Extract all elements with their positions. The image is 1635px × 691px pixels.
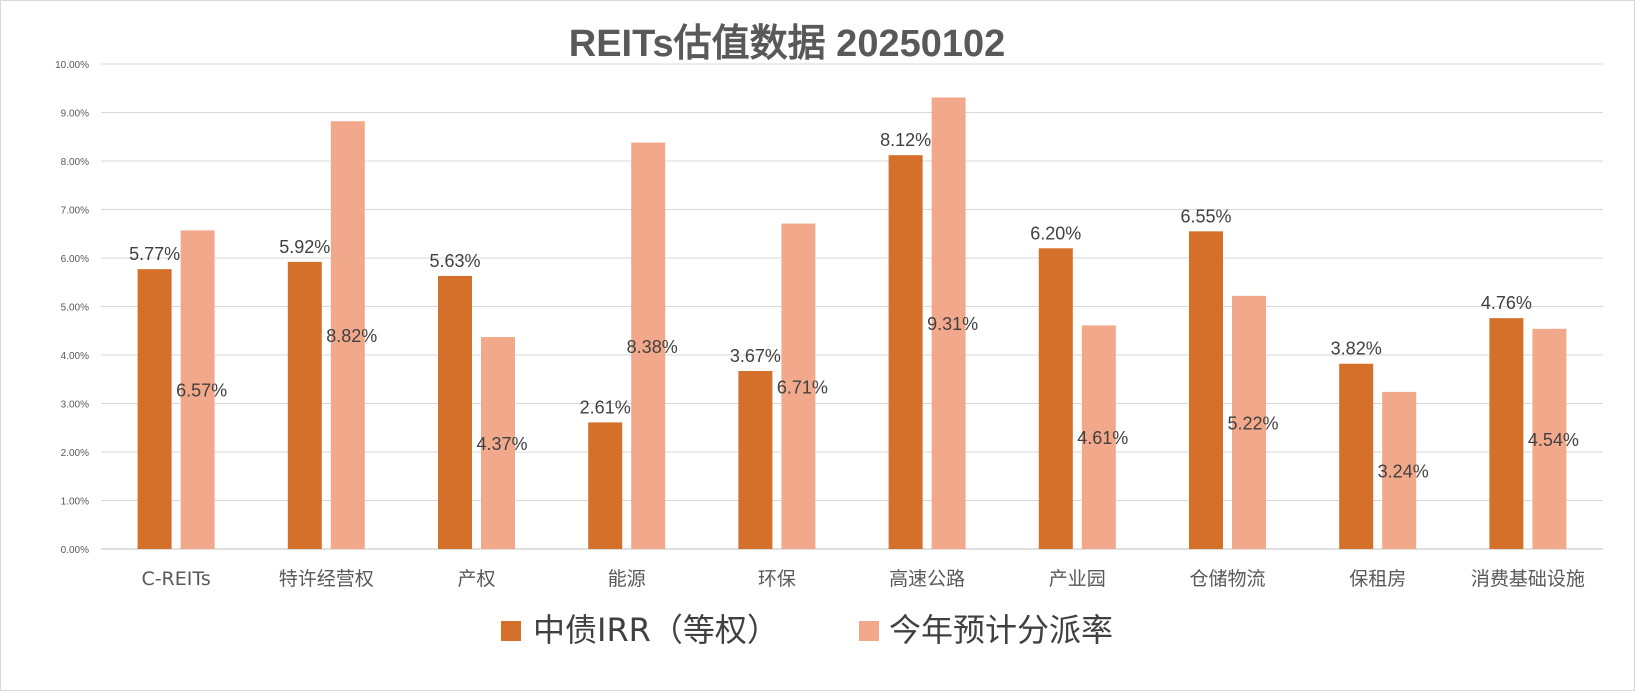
x-category-label: 能源: [608, 568, 646, 590]
bar: [888, 155, 923, 549]
data-label: 5.77%: [129, 244, 180, 264]
bars: [137, 97, 1567, 550]
legend-swatch-distribution: [859, 621, 879, 641]
bar: [588, 422, 623, 549]
x-category-label: 仓储物流: [1189, 568, 1265, 590]
x-category-label: 产业园: [1049, 568, 1106, 590]
y-tick-label: 7.00%: [61, 206, 89, 217]
x-category-label: 特许经营权: [279, 568, 374, 590]
bar: [1232, 295, 1266, 549]
y-tick-label: 10.00%: [55, 60, 89, 71]
data-label: 3.67%: [730, 346, 781, 366]
bar: [781, 223, 816, 549]
bar: [931, 97, 966, 549]
legend-swatch-irr: [501, 621, 521, 641]
x-axis-categories: C-REITs 特许经营权 产权 能源 环保 高速公路 产业园 仓储物流 保租房 消费基础设施: [141, 568, 1584, 590]
data-label: 2.61%: [580, 397, 631, 417]
bar: [438, 275, 472, 549]
data-label: 4.76%: [1481, 293, 1532, 313]
data-label: 6.20%: [1030, 223, 1081, 243]
bar: [137, 269, 172, 549]
data-label: 6.71%: [777, 377, 828, 397]
data-label: 6.55%: [1180, 206, 1231, 226]
x-category-label: 高速公路: [889, 568, 965, 590]
data-label: 6.57%: [176, 381, 227, 401]
y-tick-label: 3.00%: [61, 400, 89, 411]
data-label: 8.12%: [880, 130, 931, 150]
data-label: 5.22%: [1227, 413, 1278, 433]
bar: [330, 121, 365, 549]
bar: [180, 230, 215, 550]
y-tick-label: 9.00%: [61, 109, 89, 120]
x-category-label: 保租房: [1349, 568, 1406, 590]
y-axis-ticks: 0.00% 1.00% 2.00% 3.00% 4.00% 5.00% 6.00% 7.00%…: [55, 60, 89, 556]
data-label: 9.31%: [927, 314, 978, 334]
bar: [1532, 328, 1567, 549]
y-tick-label: 0.00%: [61, 545, 89, 556]
data-label: 4.61%: [1077, 428, 1128, 448]
legend: 中债IRR（等权） 今年预计分派率: [501, 611, 1113, 649]
y-tick-label: 4.00%: [61, 351, 89, 362]
data-label: 4.54%: [1528, 430, 1579, 450]
data-label: 5.63%: [429, 251, 480, 271]
bar: [738, 371, 773, 549]
data-label: 8.38%: [627, 337, 678, 357]
y-tick-label: 6.00%: [61, 254, 89, 265]
data-label: 4.37%: [476, 434, 527, 454]
data-label: 8.82%: [326, 326, 377, 346]
x-category-label: 消费基础设施: [1471, 568, 1585, 590]
data-label: 3.82%: [1331, 339, 1382, 359]
data-label: 5.92%: [279, 237, 330, 257]
x-category-label: 环保: [758, 568, 796, 590]
bar: [1081, 325, 1116, 549]
bar: [1382, 391, 1417, 549]
x-category-label: 产权: [457, 568, 495, 590]
legend-label-irr: 中债IRR（等权）: [533, 611, 779, 649]
bar: [1038, 248, 1073, 550]
x-category-label: C-REITs: [141, 568, 210, 590]
y-tick-label: 5.00%: [61, 303, 89, 314]
bar: [631, 142, 666, 549]
data-labels: 5.77% 6.57% 5.92% 8.82% 5.63% 4.37% 2.61% 8.38%…: [129, 130, 1579, 481]
bar: [1489, 318, 1524, 549]
data-label: 3.24%: [1378, 461, 1429, 481]
bar: [481, 337, 515, 549]
chart-title: REITs估值数据 20250102: [569, 23, 1006, 65]
y-tick-label: 1.00%: [61, 497, 89, 508]
y-tick-label: 8.00%: [61, 157, 89, 168]
bar: [1189, 231, 1223, 549]
y-tick-label: 2.00%: [61, 448, 89, 459]
bar: [1339, 363, 1374, 549]
legend-label-distribution: 今年预计分派率: [889, 611, 1113, 649]
bar: [287, 261, 322, 549]
